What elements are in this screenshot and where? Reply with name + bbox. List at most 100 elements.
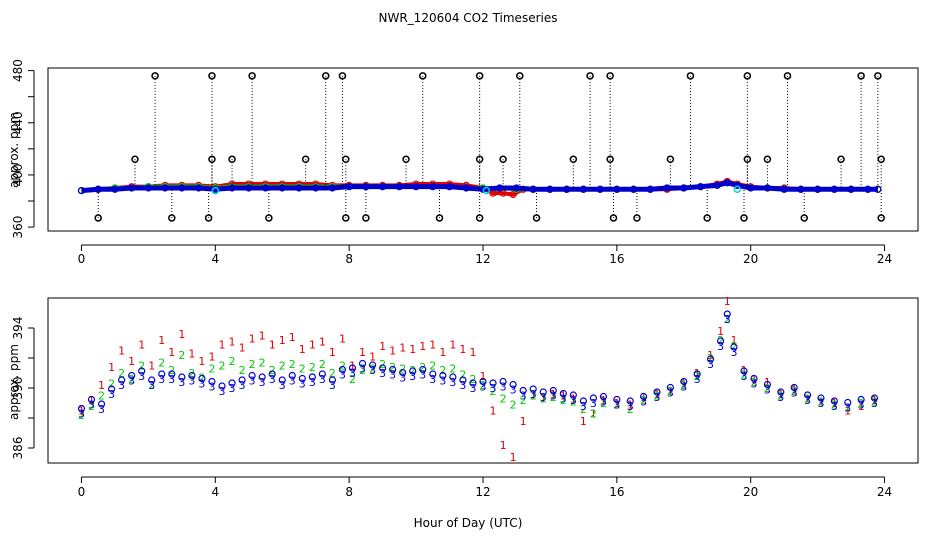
- series-line3-circle: [740, 367, 748, 375]
- series-line1-point: 1: [339, 333, 346, 346]
- series-line3-circle: [519, 386, 527, 395]
- series-line3-circle: [208, 377, 216, 386]
- series-line3-circle: [328, 376, 337, 384]
- series-line3-point: [529, 185, 537, 193]
- series-line3-point: [733, 181, 741, 189]
- series-line3-point: 3: [791, 387, 798, 400]
- outliers_mid-point: [743, 155, 752, 164]
- outliers_low-point: [265, 214, 273, 222]
- series-line3-circle: [138, 367, 146, 375]
- series-line3-circle: [429, 370, 437, 378]
- series-line1-point: 1: [858, 400, 865, 413]
- series-line3-circle: [348, 364, 357, 372]
- series-line1-point: 1: [590, 408, 597, 421]
- series-line3-point: 3: [158, 373, 165, 386]
- series-line3-circle: [168, 370, 176, 378]
- series-line3-point: 3: [239, 379, 246, 392]
- series-line3-circle: [750, 374, 758, 383]
- series-line3-point: [161, 184, 169, 192]
- series-line3-point: 3: [777, 391, 784, 404]
- outliers_high-point: [208, 72, 216, 80]
- series-line3-point: [797, 185, 805, 193]
- series-line3-circle: [258, 373, 266, 381]
- series-line2-point: 2: [764, 382, 771, 395]
- bottom-x-tick-label: 4: [211, 485, 219, 499]
- series-line2-point: 2: [600, 397, 607, 410]
- series-line3-point: 3: [419, 369, 426, 382]
- series-line2-point: 2: [817, 396, 824, 409]
- series-line1-point: 1: [369, 351, 376, 364]
- series-line3-circle: [693, 370, 701, 378]
- series-line2-point: 2: [459, 369, 466, 382]
- bottom-y-tick-label: 394: [11, 317, 25, 340]
- outliers_low-point: [342, 214, 350, 222]
- series-line3-circle: [87, 395, 96, 404]
- series-line1-point: 1: [138, 339, 145, 352]
- outliers_low-point: [168, 214, 176, 222]
- top-plot-frame: [47, 67, 919, 232]
- series-line3-point: 3: [369, 364, 376, 377]
- bottom-x-tick-label: 0: [78, 485, 86, 499]
- series-line2-point: 2: [108, 378, 115, 391]
- series-line3-point: 3: [229, 382, 236, 395]
- series-line3-circle: [803, 391, 812, 399]
- series-line3-circle: [599, 392, 608, 401]
- series-line3-point: [128, 184, 136, 192]
- series-line3-circle: [479, 377, 487, 386]
- outliers_low-point: [475, 214, 484, 222]
- series-line2-point: 2: [88, 400, 95, 413]
- series-line3-point: 3: [148, 379, 155, 392]
- series-line3-point: 3: [329, 379, 336, 392]
- top-marks: [77, 72, 885, 222]
- series-line3-point: 3: [654, 391, 661, 404]
- series-line2-point: 2: [229, 355, 236, 368]
- series-line1-point: 1: [844, 405, 851, 418]
- series-line3-circle: [419, 365, 427, 374]
- series-line3-circle: [569, 391, 577, 399]
- chart-title: NWR_120604 CO2 Timeseries: [379, 11, 558, 25]
- series-line2-point: 2: [249, 358, 256, 371]
- series-line3-circle: [489, 379, 497, 387]
- series-line3-point: [579, 185, 587, 193]
- series-line3-point: [763, 184, 772, 192]
- series-line1-point: 1: [540, 393, 547, 406]
- series-line3-point: 3: [530, 388, 537, 401]
- series-line3-circle: [830, 397, 838, 405]
- series-line2-point: 2: [419, 361, 426, 374]
- outliers_high-point: [419, 72, 427, 80]
- series-line3-point: 3: [78, 408, 85, 421]
- series-line2-point: 2: [239, 364, 246, 377]
- series-line3-circle: [158, 370, 166, 378]
- series-line3-circle: [409, 367, 417, 375]
- series-line2-point: 2: [654, 390, 661, 403]
- series-line1-point: 1: [640, 391, 647, 404]
- series-line2-point: 2: [219, 360, 226, 373]
- series-line1-point: 1: [550, 388, 557, 401]
- series-line1-point: 1: [717, 325, 724, 338]
- series-line1-point: 1: [269, 339, 276, 352]
- series-line3-circle: [613, 395, 621, 404]
- outliers_mid-point: [837, 155, 845, 164]
- series-line2-point: 2: [510, 399, 517, 412]
- series-line2-point: 2: [570, 396, 577, 409]
- series-line1-point: 1: [580, 415, 587, 428]
- series-line1-point: 1: [289, 331, 296, 344]
- series-line3-point: [312, 184, 320, 192]
- series-line3-circle: [379, 364, 387, 372]
- bottom-x-tick-label: 16: [609, 485, 624, 499]
- series-line3-point: 3: [570, 394, 577, 407]
- series-line1-point: 1: [168, 346, 175, 359]
- series-line3-point: [613, 185, 621, 193]
- series-line1-point: [509, 190, 517, 199]
- series-line3-point: [646, 185, 654, 193]
- series-line3-circle: [238, 376, 246, 384]
- series-line3-point: 3: [168, 373, 175, 386]
- top-panel: approx. ppm 0 4 8 12 16 20 24 360 400 440 480: [7, 59, 919, 266]
- series-line3-circle: [358, 359, 367, 368]
- series-line1-point: 1: [239, 342, 246, 355]
- series-line3-circle: [118, 376, 126, 384]
- series-line3-circle: [723, 310, 731, 318]
